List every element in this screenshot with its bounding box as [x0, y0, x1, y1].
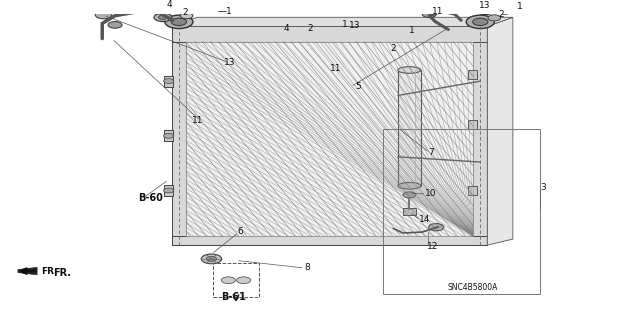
Text: SNC4B5800A: SNC4B5800A: [448, 283, 498, 292]
Circle shape: [422, 11, 436, 18]
Bar: [468, 70, 477, 79]
Text: 8: 8: [304, 263, 310, 271]
Text: 14: 14: [419, 215, 430, 224]
Bar: [473, 26, 487, 245]
Bar: [468, 186, 477, 195]
Text: 2: 2: [390, 44, 396, 53]
Circle shape: [172, 18, 186, 26]
Bar: [468, 120, 477, 130]
Text: 5: 5: [355, 82, 361, 91]
Circle shape: [164, 188, 173, 193]
Text: 13: 13: [349, 21, 360, 30]
Bar: [403, 208, 416, 215]
Text: 2: 2: [307, 24, 313, 33]
Text: 13: 13: [224, 58, 236, 67]
Bar: [186, 42, 473, 236]
Circle shape: [165, 15, 193, 29]
Text: 6: 6: [237, 227, 243, 236]
Bar: [164, 130, 173, 141]
Text: B-60: B-60: [138, 193, 163, 203]
Text: 11: 11: [192, 116, 204, 125]
Polygon shape: [18, 267, 37, 275]
Circle shape: [403, 192, 416, 198]
Circle shape: [467, 15, 494, 29]
Circle shape: [480, 7, 490, 12]
Text: 4: 4: [284, 24, 289, 33]
Circle shape: [154, 13, 172, 22]
Bar: [172, 26, 487, 42]
Circle shape: [95, 11, 112, 19]
Text: 1: 1: [517, 2, 523, 11]
Text: —1: —1: [217, 7, 232, 16]
Text: 1: 1: [410, 26, 415, 35]
Bar: [164, 185, 173, 196]
Text: FR.: FR.: [53, 268, 71, 278]
Circle shape: [159, 15, 168, 19]
Text: 7: 7: [429, 148, 435, 157]
Text: 11: 11: [330, 64, 341, 73]
Circle shape: [429, 224, 444, 231]
Polygon shape: [172, 17, 513, 26]
Circle shape: [164, 79, 173, 84]
Bar: [186, 42, 473, 236]
Circle shape: [108, 22, 122, 28]
Text: 4: 4: [166, 0, 172, 9]
Circle shape: [180, 13, 193, 19]
Circle shape: [237, 277, 251, 284]
Circle shape: [221, 277, 236, 284]
Text: 13: 13: [479, 1, 490, 10]
Circle shape: [164, 133, 173, 138]
Text: 11: 11: [433, 7, 444, 16]
Circle shape: [206, 256, 216, 261]
Bar: [383, 130, 540, 294]
Polygon shape: [487, 17, 513, 245]
Circle shape: [201, 254, 221, 264]
Text: 12: 12: [428, 242, 438, 251]
Circle shape: [472, 18, 488, 26]
Text: FR.: FR.: [42, 267, 58, 276]
Bar: [398, 70, 421, 186]
Text: 1: 1: [342, 20, 348, 29]
Circle shape: [488, 15, 500, 21]
Bar: [172, 26, 186, 245]
Circle shape: [475, 5, 495, 15]
Text: 2: 2: [498, 10, 504, 19]
Text: 3: 3: [540, 183, 546, 192]
Ellipse shape: [398, 182, 421, 189]
Text: 10: 10: [426, 189, 437, 198]
Circle shape: [498, 8, 511, 14]
Bar: [172, 236, 487, 245]
Text: 2: 2: [182, 8, 188, 17]
Ellipse shape: [398, 67, 421, 73]
Bar: [164, 76, 173, 86]
Text: B-61: B-61: [221, 292, 246, 302]
Bar: [212, 263, 259, 297]
